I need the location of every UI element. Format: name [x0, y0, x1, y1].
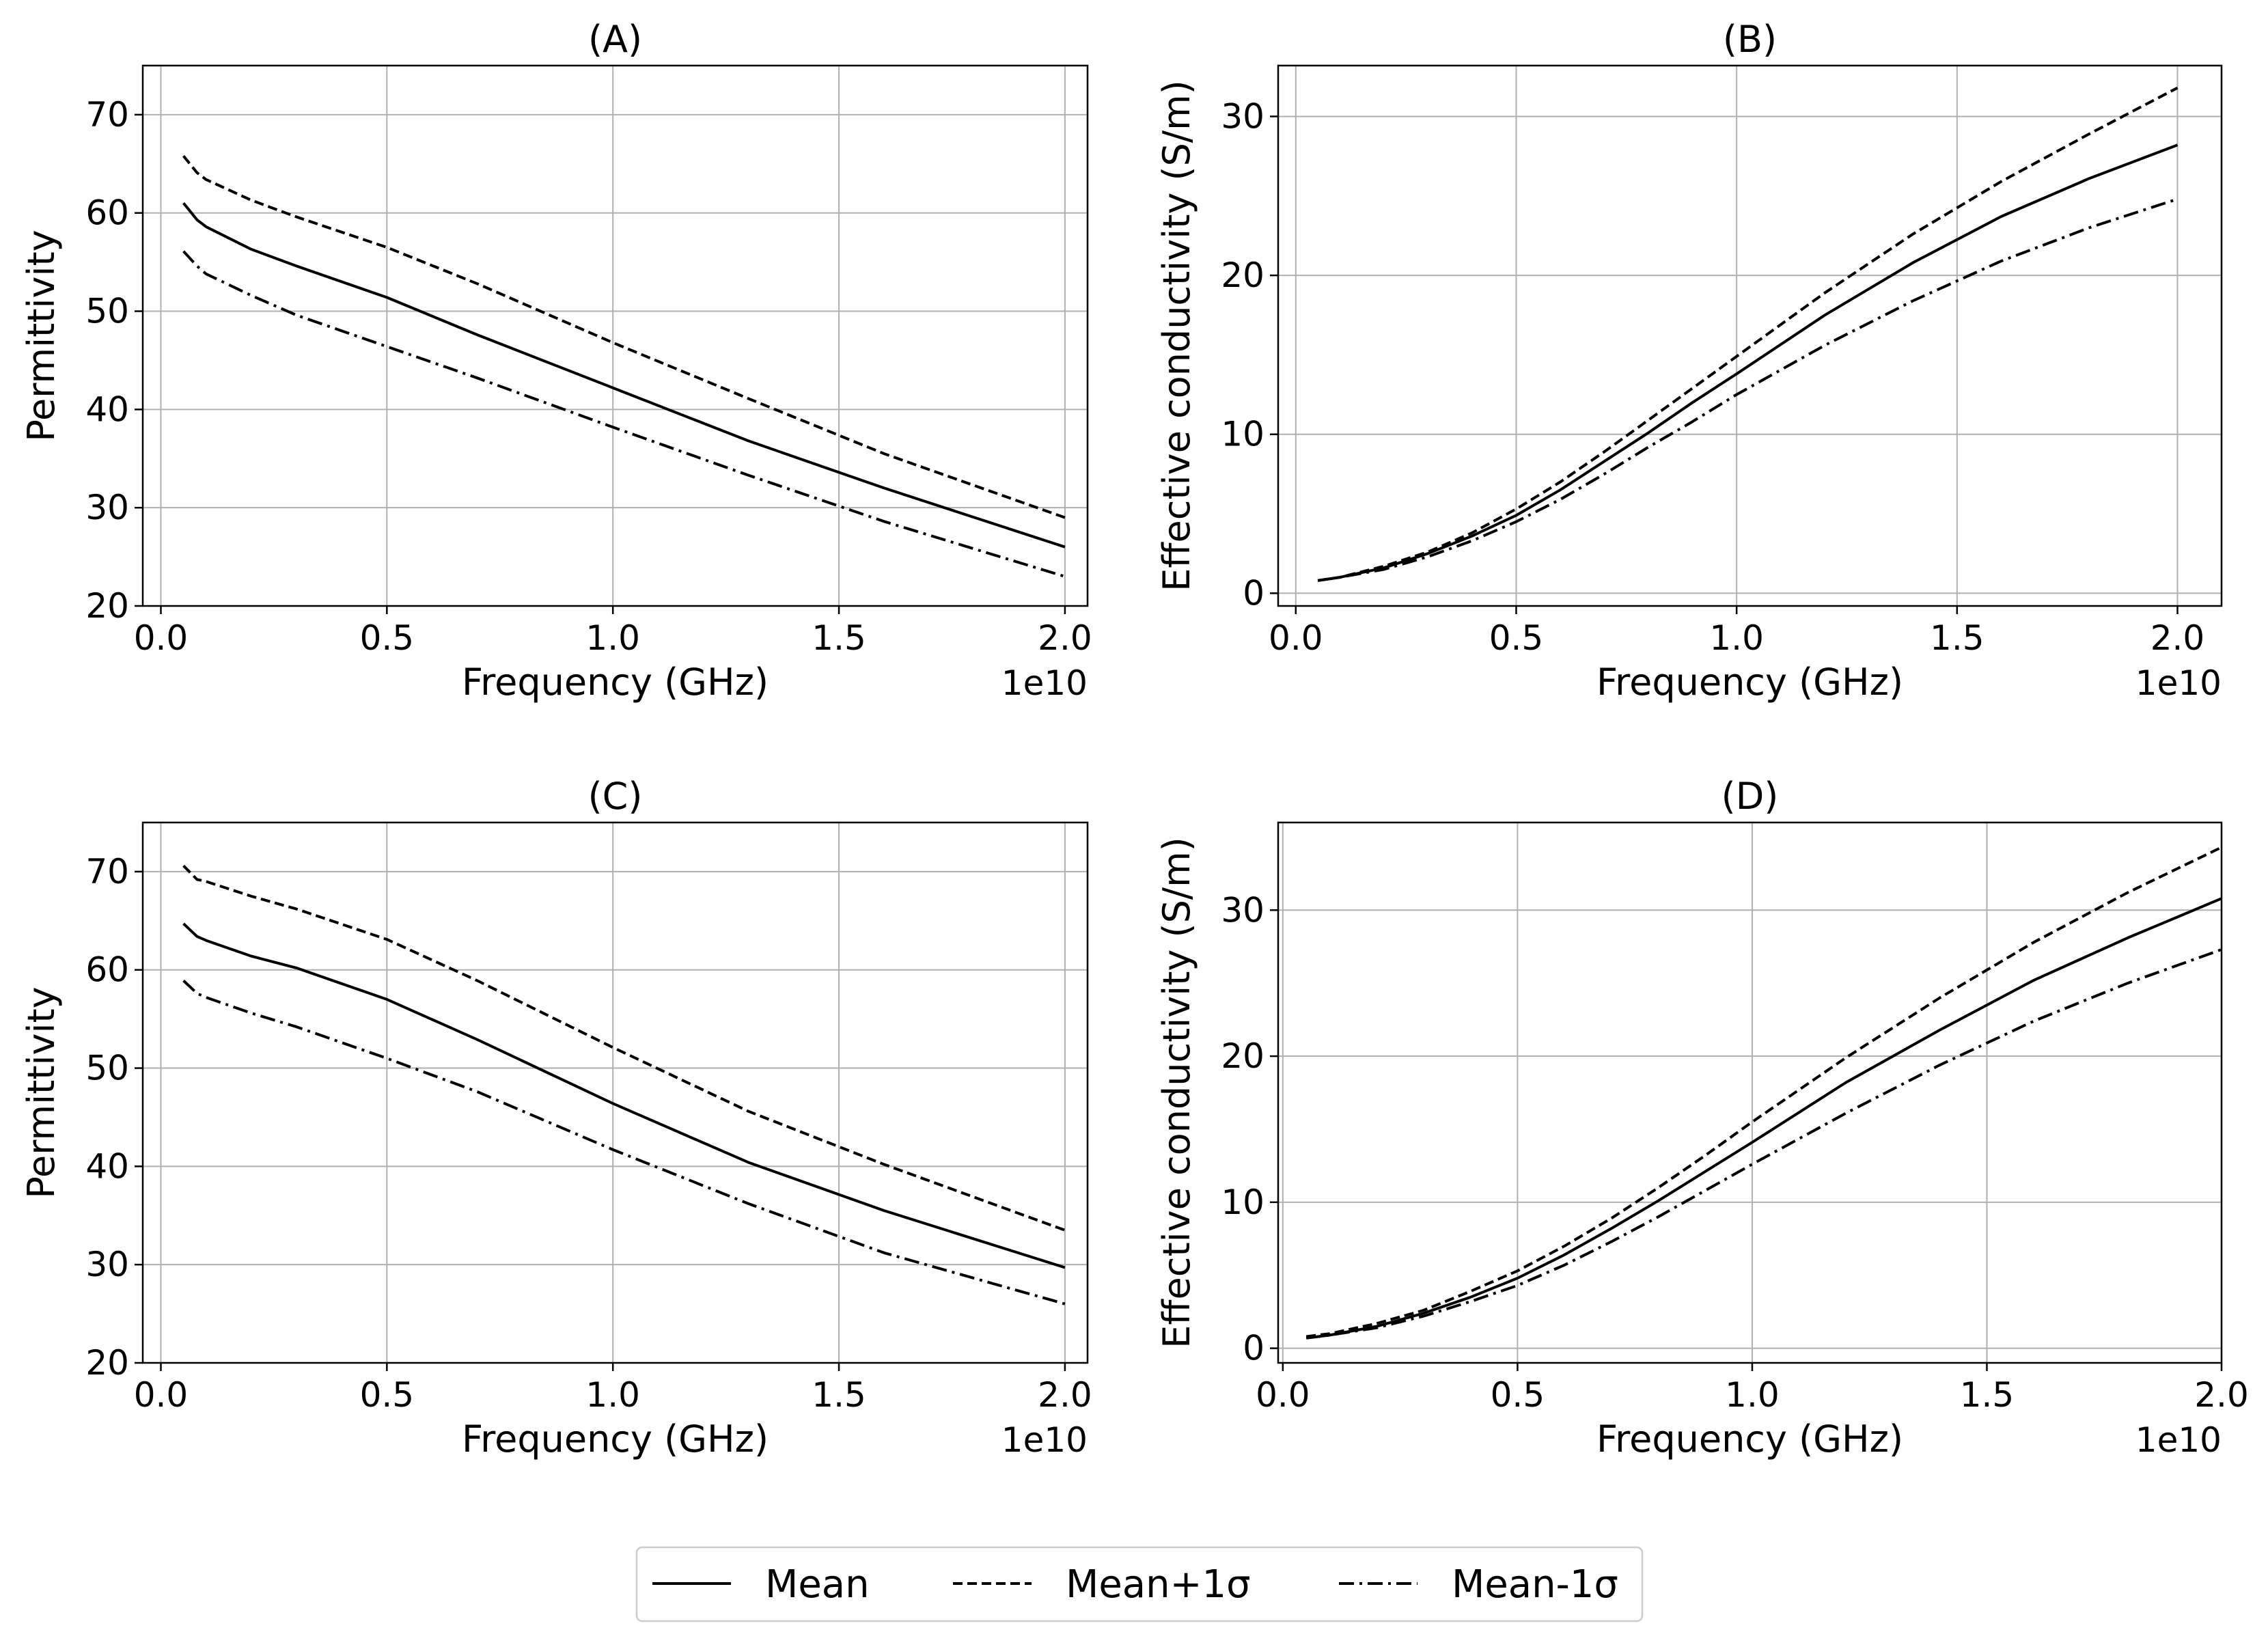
panel-d-ytick-label-3: 30	[1221, 890, 1264, 930]
panel-b-frame	[1277, 64, 2223, 607]
panel-a-series-solid	[182, 202, 1066, 549]
panel-c-x-offset-label: 1e10	[1001, 1420, 1088, 1460]
panel-c-xtick-label-3: 1.5	[812, 1375, 866, 1415]
legend-label-solid: Mean	[765, 1562, 870, 1607]
panel-b-ylabel: Effective conductivity (S/m)	[1155, 80, 1198, 592]
panel-a-title: (A)	[588, 18, 642, 61]
panel-d-ytick-label-2: 20	[1221, 1036, 1264, 1076]
panel-a-xtick-label-1: 0.5	[360, 618, 415, 658]
panel-d-series-dashdot	[1305, 948, 2222, 1340]
legend-label-dashed: Mean+1σ	[1066, 1562, 1251, 1607]
panel-c-title: (C)	[588, 775, 643, 818]
panel-b-xtick-label-0: 0.0	[1269, 618, 1323, 658]
panel-d-frame	[1277, 821, 2223, 1364]
panel-d-xtick-label-2: 1.0	[1725, 1375, 1780, 1415]
panel-d-x-offset-label: 1e10	[2135, 1420, 2222, 1460]
panel-a-xtick-label-0: 0.0	[134, 618, 189, 658]
panel-a-xtick-label-3: 1.5	[812, 618, 866, 658]
panel-c-xtick-label-2: 1.0	[585, 1375, 640, 1415]
panel-c-series-dashed	[182, 864, 1066, 1232]
panel-b-title: (B)	[1723, 18, 1777, 61]
panel-c-xtick-label-0: 0.0	[134, 1375, 189, 1415]
panel-d-ylabel: Effective conductivity (S/m)	[1155, 837, 1198, 1349]
panel-d-ytick-label-1: 10	[1221, 1183, 1264, 1222]
panel-d-series-dashed	[1305, 846, 2222, 1338]
panel-c-xlabel: Frequency (GHz)	[462, 1418, 769, 1461]
panel-d-ytick-label-0: 0	[1243, 1329, 1264, 1368]
panel-d-xtick-label-4: 2.0	[2194, 1375, 2249, 1415]
panel-b-xlabel: Frequency (GHz)	[1596, 661, 1903, 704]
panel-c: 0.0 0.5 1.0 1.5 2.0 20 30 40 50 60 70 (C) Frequency …	[20, 775, 1092, 1461]
legend-label-dashdot: Mean-1σ	[1452, 1562, 1618, 1607]
panel-c-ytick-label-0: 20	[85, 1343, 129, 1383]
panel-a-ytick-label-2: 40	[85, 389, 129, 429]
panel-b-xtick-label-3: 1.5	[1930, 618, 1984, 658]
panel-a-ytick-label-0: 20	[85, 586, 129, 626]
panel-d-xtick-label-3: 1.5	[1960, 1375, 2015, 1415]
panel-b-ytick-label-2: 20	[1221, 255, 1264, 295]
panel-b: 0.0 0.5 1.0 1.5 2.0 0 10 20 30 (B) Frequency (GHz)…	[1155, 18, 2223, 704]
panel-a-frame	[141, 64, 1089, 607]
panel-b-xtick-label-1: 0.5	[1489, 618, 1544, 658]
panel-c-xtick-label-4: 2.0	[1038, 1375, 1092, 1415]
panel-d-series-solid	[1305, 897, 2222, 1340]
panel-c-ytick-label-5: 70	[85, 852, 129, 891]
panels: 0.0 0.5 1.0 1.5 2.0 20 30 40 50 60 70 (A) Frequency …	[20, 18, 2249, 1461]
panel-a-xlabel: Frequency (GHz)	[462, 661, 769, 704]
panel-a-xtick-label-2: 1.0	[585, 618, 640, 658]
panel-b-series-dashed	[1317, 86, 2179, 582]
panel-b-ytick-label-1: 10	[1221, 415, 1264, 454]
panel-c-series-solid	[182, 922, 1066, 1269]
panel-a-x-offset-label: 1e10	[1001, 663, 1088, 703]
panel-b-ytick-label-3: 30	[1221, 96, 1264, 136]
legend: Mean Mean+1σ Mean-1σ	[635, 1546, 1644, 1622]
panel-a-ytick-label-4: 60	[85, 193, 129, 233]
panel-d-xlabel: Frequency (GHz)	[1596, 1418, 1903, 1461]
panel-a-ytick-label-1: 30	[85, 488, 129, 527]
panel-c-ylabel: Permittivity	[20, 986, 63, 1198]
panel-a-series-dashed	[182, 155, 1066, 519]
panel-d: 0.0 0.5 1.0 1.5 2.0 0 10 20 30 (D) Frequency (GHz)…	[1155, 775, 2249, 1461]
panel-b-xtick-label-4: 2.0	[2151, 618, 2205, 658]
panel-c-ytick-label-3: 50	[85, 1049, 129, 1088]
panel-c-frame	[141, 821, 1089, 1364]
panel-d-title: (D)	[1721, 775, 1779, 818]
panel-b-series-dashdot	[1317, 197, 2179, 582]
panel-c-ytick-label-4: 60	[85, 950, 129, 990]
panel-b-series-solid	[1317, 143, 2179, 582]
panel-a-ytick-label-5: 70	[85, 95, 129, 135]
panel-c-ytick-label-1: 30	[85, 1245, 129, 1284]
panel-c-xtick-label-1: 0.5	[360, 1375, 415, 1415]
legend-box	[635, 1546, 1644, 1622]
panel-b-xtick-label-2: 1.0	[1709, 618, 1764, 658]
panel-a-ylabel: Permittivity	[20, 230, 63, 441]
panel-a-xtick-label-4: 2.0	[1038, 618, 1092, 658]
panel-d-xtick-label-0: 0.0	[1256, 1375, 1310, 1415]
panel-a-ytick-label-3: 50	[85, 292, 129, 331]
panel-b-ytick-label-0: 0	[1243, 573, 1264, 613]
panel-c-ytick-label-2: 40	[85, 1146, 129, 1186]
panel-d-xtick-label-1: 0.5	[1491, 1375, 1545, 1415]
panel-b-x-offset-label: 1e10	[2135, 663, 2222, 703]
panel-a: 0.0 0.5 1.0 1.5 2.0 20 30 40 50 60 70 (A) Frequency …	[20, 18, 1092, 704]
